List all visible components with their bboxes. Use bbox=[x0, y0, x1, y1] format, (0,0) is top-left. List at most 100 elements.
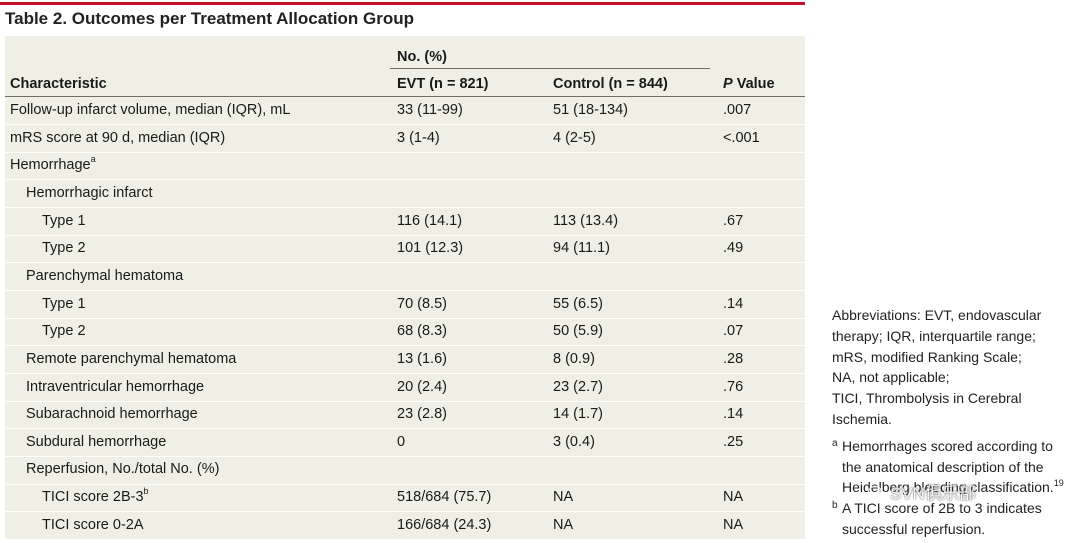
header-p-rest: Value bbox=[732, 76, 775, 92]
row-label: TICI score 2B-3b bbox=[42, 486, 149, 506]
abbreviations-line: Ischemia. bbox=[832, 411, 892, 427]
abbreviations-line: TICI, Thrombolysis in Cerebral bbox=[832, 390, 1022, 407]
row-label-text: Intraventricular hemorrhage bbox=[26, 378, 205, 395]
p-value: NA bbox=[723, 516, 744, 533]
header-p-italic: P bbox=[723, 76, 733, 92]
row-divider bbox=[5, 151, 805, 153]
row-label: Type 2 bbox=[42, 322, 86, 340]
row-label-text: Follow-up infarct volume, median (IQR), … bbox=[10, 102, 291, 118]
row-label-text: mRS score at 90 d, median (IQR) bbox=[10, 129, 226, 146]
row-label: TICI score 0-2A bbox=[42, 516, 144, 534]
row-label-text: Type 2 bbox=[42, 323, 86, 340]
evt-value: 13 (1.6) bbox=[397, 350, 447, 367]
evt-value: 20 (2.4) bbox=[397, 378, 447, 395]
evt-value: 116 (14.1) bbox=[397, 212, 463, 229]
evt-value: 23 (2.8) bbox=[397, 406, 447, 423]
row-divider bbox=[5, 455, 805, 457]
header-control: Control (n = 844) bbox=[553, 76, 668, 92]
p-value: .67 bbox=[723, 212, 744, 229]
row-label: Subdural hemorrhage bbox=[26, 433, 166, 451]
p-value: <.001 bbox=[723, 129, 760, 146]
row-label-text: Type 1 bbox=[42, 295, 86, 312]
evt-value: 0 bbox=[397, 433, 406, 450]
abbreviations-line: NA, not applicable; bbox=[832, 369, 950, 386]
p-value: .14 bbox=[723, 295, 744, 312]
watermark: SVN俱乐部 bbox=[868, 479, 976, 504]
row-divider bbox=[5, 511, 805, 513]
row-divider bbox=[5, 207, 805, 209]
evt-value: 101 (12.3) bbox=[397, 240, 464, 257]
header-group-rule bbox=[390, 68, 710, 69]
evt-value: 518/684 (75.7) bbox=[397, 489, 492, 506]
control-value: 8 (0.9) bbox=[553, 350, 595, 367]
control-value: 4 (2-5) bbox=[553, 129, 596, 146]
row-label-text: Subdural hemorrhage bbox=[26, 433, 167, 450]
title-rule bbox=[0, 2, 805, 5]
outcomes-table: No. (%) Characteristic EVT (n = 821) Con… bbox=[5, 36, 805, 539]
footnote-b-line: successful reperfusion. bbox=[842, 521, 986, 537]
row-label: Hemorrhagic infarct bbox=[26, 184, 153, 202]
row-label-text: Parenchymal hematoma bbox=[26, 267, 184, 284]
header-evt: EVT (n = 821) bbox=[397, 76, 489, 92]
p-value: .07 bbox=[723, 323, 744, 340]
control-value: 3 (0.4) bbox=[553, 433, 595, 450]
evt-value: 166/684 (24.3) bbox=[397, 516, 492, 533]
header-rule bbox=[5, 96, 805, 97]
footnote-b-marker: b bbox=[832, 500, 838, 512]
row-divider bbox=[5, 400, 805, 402]
row-divider bbox=[5, 290, 805, 292]
row-label: Intraventricular hemorrhage bbox=[26, 378, 204, 396]
control-value: 113 (13.4) bbox=[553, 212, 619, 229]
row-label: Follow-up infarct volume, median (IQR), … bbox=[10, 101, 290, 119]
row-divider bbox=[5, 124, 805, 126]
header-group-label: No. (%) bbox=[397, 49, 447, 65]
row-divider bbox=[5, 179, 805, 181]
header-p-value: P Value bbox=[723, 75, 775, 93]
p-value: .25 bbox=[723, 433, 744, 450]
footnote-b-line: A TICI score of 2B to 3 indicates bbox=[842, 500, 1042, 517]
row-label: Hemorrhagea bbox=[10, 154, 96, 174]
evt-value: 33 (11-99) bbox=[397, 102, 463, 118]
row-divider bbox=[5, 262, 805, 264]
wechat-icon bbox=[868, 485, 886, 500]
control-value: NA bbox=[553, 516, 574, 533]
control-value: 50 (5.9) bbox=[553, 323, 603, 340]
control-value: 51 (18-134) bbox=[553, 102, 628, 118]
footnote-marker: b bbox=[143, 486, 149, 497]
row-label-text: Type 2 bbox=[42, 240, 86, 257]
header-characteristic: Characteristic bbox=[10, 76, 107, 92]
footnote-a-marker: a bbox=[832, 437, 838, 449]
footnote-marker: a bbox=[90, 154, 96, 165]
row-label: Parenchymal hematoma bbox=[26, 267, 183, 285]
row-label: Type 1 bbox=[42, 295, 86, 313]
control-value: 55 (6.5) bbox=[553, 295, 603, 312]
abbreviations-line: Abbreviations: EVT, endovascular bbox=[832, 307, 1042, 323]
footnote-a-line: Hemorrhages scored according to bbox=[842, 437, 1053, 454]
row-label: mRS score at 90 d, median (IQR) bbox=[10, 129, 225, 147]
control-value: NA bbox=[553, 489, 574, 506]
row-label-text: Hemorrhagic infarct bbox=[26, 184, 153, 201]
p-value: .007 bbox=[723, 102, 752, 118]
footnote-a-line: the anatomical description of the bbox=[842, 458, 1044, 475]
row-label: Type 1 bbox=[42, 212, 86, 230]
abbreviations-line: therapy; IQR, interquartile range; bbox=[832, 327, 1036, 344]
control-value: 94 (11.1) bbox=[553, 240, 610, 257]
row-divider bbox=[5, 345, 805, 347]
row-label-text: Hemorrhage bbox=[10, 157, 91, 174]
footnote-a-text: Heidelberg bleeding classification. bbox=[842, 479, 1054, 496]
row-label: Subarachnoid hemorrhage bbox=[26, 405, 198, 423]
row-divider bbox=[5, 373, 805, 374]
row-label: Reperfusion, No./total No. (%) bbox=[26, 460, 219, 478]
row-label-text: Remote parenchymal hematoma bbox=[26, 350, 237, 367]
row-divider bbox=[5, 483, 805, 485]
row-label-text: Subarachnoid hemorrhage bbox=[26, 406, 198, 423]
table-title: Table 2. Outcomes per Treatment Allocati… bbox=[5, 9, 415, 28]
p-value: .28 bbox=[723, 350, 744, 367]
row-divider bbox=[5, 428, 805, 430]
footnote-a-line: Heidelberg bleeding classification.19 bbox=[842, 477, 1064, 498]
control-value: 14 (1.7) bbox=[553, 406, 603, 423]
control-value: 23 (2.7) bbox=[553, 378, 603, 395]
evt-value: 3 (1-4) bbox=[397, 129, 440, 146]
row-label-text: Type 1 bbox=[42, 212, 86, 229]
row-label-text: TICI score 0-2A bbox=[42, 516, 144, 533]
